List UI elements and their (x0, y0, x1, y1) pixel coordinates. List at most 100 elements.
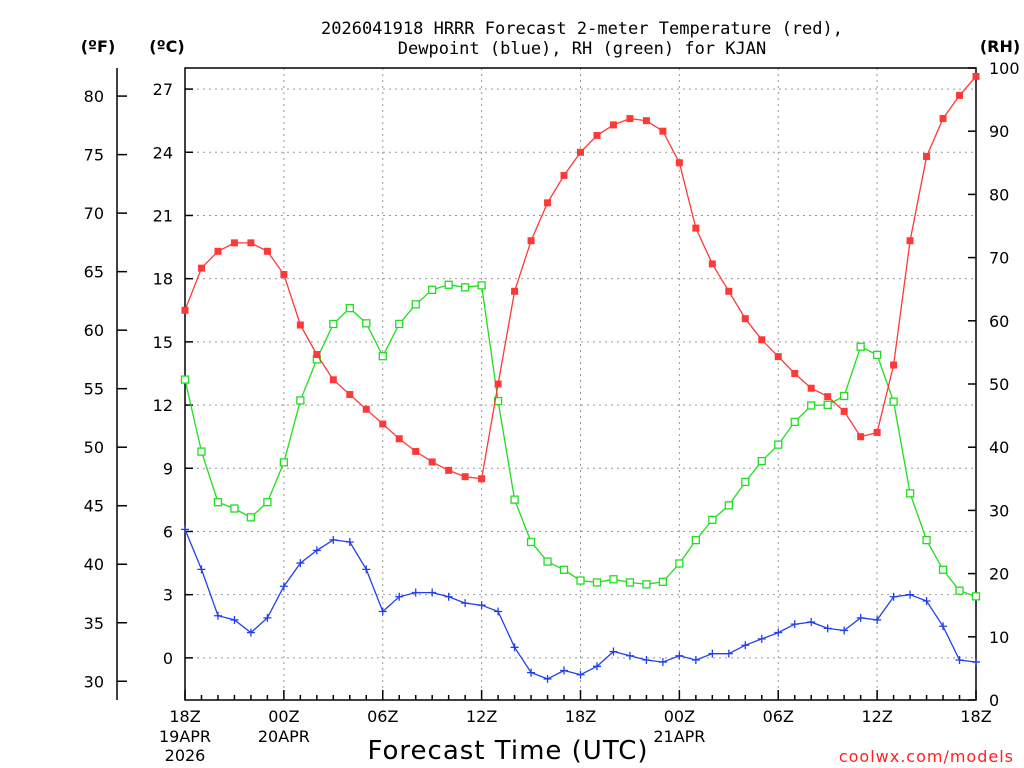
rh-point (263, 498, 272, 507)
temperature-point (626, 115, 634, 123)
dewpoint-point (972, 658, 980, 667)
time-tick-label: 06Z (367, 707, 398, 726)
rh-point (807, 401, 816, 410)
dewpoint-point (230, 615, 239, 624)
rh-point (345, 304, 354, 313)
rh-point (609, 575, 618, 584)
rh-point (938, 565, 948, 574)
dewpoint-point (840, 626, 849, 635)
rh-tick-label: 40 (989, 438, 1009, 457)
temperature-point (741, 315, 749, 323)
rh-tick-label: 30 (989, 501, 1009, 520)
temperature-point (230, 239, 238, 247)
fahrenheit-tick-label: 80 (84, 87, 104, 106)
rh-point (774, 440, 783, 449)
dewpoint-point (757, 634, 766, 643)
temperature-point (313, 351, 321, 359)
temperature-point (857, 433, 865, 441)
dewpoint-point (708, 649, 717, 658)
chart-title-line2: Dewpoint (blue), RH (green) for KJAN (398, 39, 766, 59)
rh-tick-label: 60 (989, 312, 1009, 331)
rh-point (625, 578, 635, 587)
time-tick-label: 06Z (763, 707, 794, 726)
series-2 (180, 280, 981, 601)
dewpoint-point (774, 628, 783, 637)
rh-point (559, 565, 569, 574)
celsius-axis: 0 3 6 9 12 15 18 21 24 27 (153, 80, 193, 668)
dewpoint-point (955, 655, 964, 664)
dewpoint-point (296, 559, 305, 568)
rh-point (279, 458, 289, 467)
series-1 (181, 525, 980, 683)
rh-tick-label: 100 (989, 59, 1020, 78)
dewpoint-point (675, 651, 684, 660)
rh-point (757, 456, 766, 466)
dewpoint-point (724, 649, 733, 658)
celsius-unit-label: (ºC) (149, 37, 184, 56)
celsius-tick-label: 12 (153, 396, 173, 415)
dewpoint-point (741, 641, 750, 650)
rh-point (971, 592, 981, 601)
temperature-point (840, 407, 848, 415)
dewpoint-point (510, 643, 519, 652)
rh-point (477, 281, 486, 290)
rh-point (642, 580, 651, 589)
fahrenheit-tick-label: 60 (84, 321, 104, 340)
rh-point (955, 586, 964, 595)
dewpoint-point (939, 622, 948, 631)
temperature-point (791, 369, 799, 377)
dewpoint-point (527, 668, 536, 677)
time-tick-label: 18Z (169, 707, 200, 726)
temperature-point (329, 376, 337, 384)
fahrenheit-tick-label: 65 (84, 263, 104, 282)
grid-lines (185, 68, 976, 700)
fahrenheit-tick-label: 50 (84, 438, 104, 457)
dewpoint-point (889, 592, 898, 601)
celsius-tick-label: 27 (153, 80, 173, 99)
rh-point (246, 513, 256, 522)
rh-point (658, 577, 668, 586)
temperature-point (214, 247, 222, 255)
rh-point (411, 300, 420, 309)
temperature-point (708, 260, 716, 268)
rh-point (922, 535, 931, 545)
plot-frame (184, 67, 977, 701)
rh-point (296, 396, 305, 405)
temperature-point (181, 306, 189, 314)
x-axis-label: Forecast Time (UTC) (367, 736, 648, 766)
rh-point (444, 280, 453, 289)
rh-point (197, 447, 206, 456)
temperature-point (824, 393, 832, 401)
dewpoint-point (213, 611, 222, 620)
temperature-point (956, 91, 964, 99)
fahrenheit-axis: 30 35 40 45 50 55 60 65 70 75 80 (84, 87, 127, 691)
time-tick-label: 18Z (565, 707, 596, 726)
rh-tick-label: 0 (989, 691, 999, 710)
rh-point (856, 342, 865, 351)
rh-tick-label: 90 (989, 122, 1009, 141)
celsius-tick-label: 3 (163, 586, 173, 605)
temperature-point (247, 239, 255, 247)
temperature-point (774, 353, 782, 361)
rh-point (378, 352, 387, 361)
dewpoint-point (625, 651, 634, 660)
temperature-point (692, 224, 700, 232)
dewpoint-point (246, 628, 255, 637)
temperature-point (280, 270, 288, 278)
temperature-point (263, 247, 271, 255)
date-tick-label: 19APR (159, 727, 211, 746)
temperature-point (428, 458, 436, 466)
rh-point (329, 319, 338, 329)
temperature-point (807, 384, 815, 392)
rh-point (840, 391, 849, 401)
fahrenheit-tick-label: 70 (84, 204, 104, 223)
dewpoint-point (592, 662, 601, 671)
temperature-point (461, 473, 469, 481)
dewpoint-point (823, 624, 832, 633)
temperature-point (923, 152, 931, 160)
time-tick-label: 00Z (664, 707, 695, 726)
temperature-point (560, 171, 568, 179)
dewpoint-point (477, 601, 486, 610)
rh-point (905, 489, 915, 498)
temperature-point (478, 475, 486, 483)
